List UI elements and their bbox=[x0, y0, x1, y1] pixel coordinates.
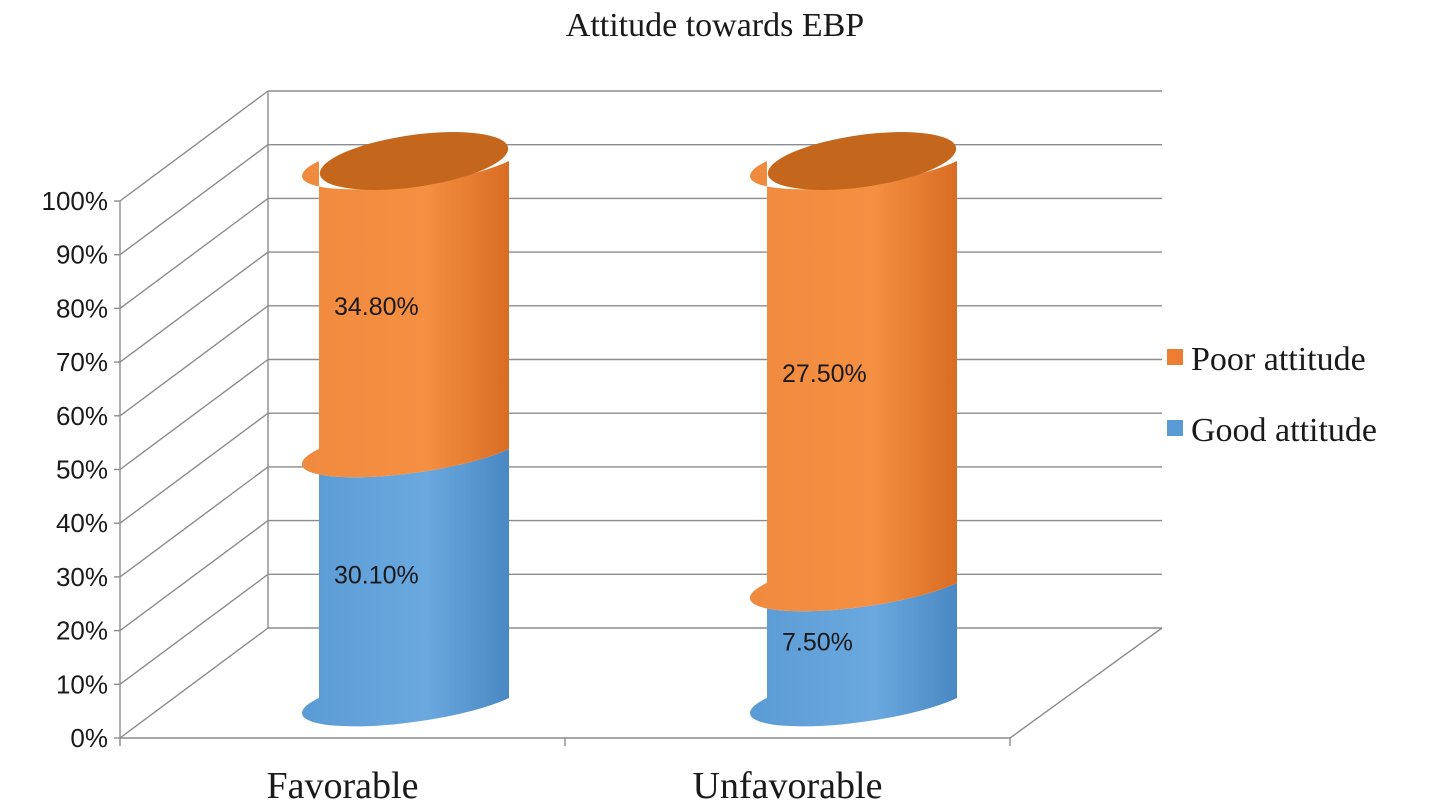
gridline-side bbox=[119, 305, 269, 417]
data-label: 30.10% bbox=[334, 561, 419, 589]
gridline-side bbox=[119, 197, 269, 309]
bar-poor-1 bbox=[749, 161, 957, 612]
y-tick-label: 80% bbox=[56, 293, 108, 323]
gridline-side bbox=[119, 573, 269, 685]
chart-title: Attitude towards EBP bbox=[566, 7, 864, 44]
y-tick-label: 60% bbox=[56, 401, 108, 431]
legend-item-good: Good attitude bbox=[1167, 412, 1377, 449]
data-labels: 30.10% 34.80% 7.50% 27.50% bbox=[334, 293, 867, 656]
x-category-label: Unfavorable bbox=[693, 765, 883, 807]
gridline-side bbox=[119, 520, 269, 632]
legend-swatch-good bbox=[1167, 420, 1183, 436]
data-label: 34.80% bbox=[334, 293, 419, 321]
x-category-label: Favorable bbox=[267, 765, 419, 807]
legend: Poor attitude Good attitude bbox=[1167, 341, 1377, 449]
legend-label-poor: Poor attitude bbox=[1191, 341, 1366, 378]
legend-label-good: Good attitude bbox=[1191, 412, 1377, 449]
gridline-side bbox=[119, 627, 269, 739]
bar-top-cap-1 bbox=[767, 132, 957, 190]
legend-item-poor: Poor attitude bbox=[1167, 341, 1366, 378]
y-tick-label: 50% bbox=[56, 455, 108, 485]
y-tick-label: 40% bbox=[56, 508, 108, 538]
y-tick-label: 100% bbox=[42, 186, 109, 216]
bar-good-0 bbox=[301, 448, 509, 727]
floor-right-edge bbox=[1009, 627, 1163, 739]
y-tick-label: 0% bbox=[70, 723, 108, 753]
bar-poor-0 bbox=[301, 161, 509, 478]
y-axis-ticks: 0% 10% 20% 30% 40% 50% 60% 70% 80% 90% 100% bbox=[42, 186, 1010, 753]
gridline-side bbox=[119, 466, 269, 578]
gridline-side bbox=[119, 251, 269, 363]
bar-good-1 bbox=[749, 582, 957, 727]
y-tick-label: 70% bbox=[56, 347, 108, 377]
y-tick-label: 20% bbox=[56, 616, 108, 646]
bars bbox=[301, 132, 957, 727]
gridline-side bbox=[119, 412, 269, 524]
gridline-side bbox=[119, 144, 269, 256]
gridline-side bbox=[119, 358, 269, 471]
x-axis-categories: Favorable Unfavorable bbox=[119, 738, 1011, 807]
legend-swatch-poor bbox=[1167, 349, 1183, 365]
bar-top-cap-0 bbox=[319, 132, 509, 190]
data-label: 7.50% bbox=[782, 628, 853, 656]
data-label: 27.50% bbox=[782, 360, 867, 388]
gridline-side bbox=[119, 90, 269, 202]
y-tick-label: 10% bbox=[56, 669, 108, 699]
y-tick-label: 30% bbox=[56, 562, 108, 592]
gridlines bbox=[119, 90, 1163, 739]
y-tick-label: 90% bbox=[56, 240, 108, 270]
